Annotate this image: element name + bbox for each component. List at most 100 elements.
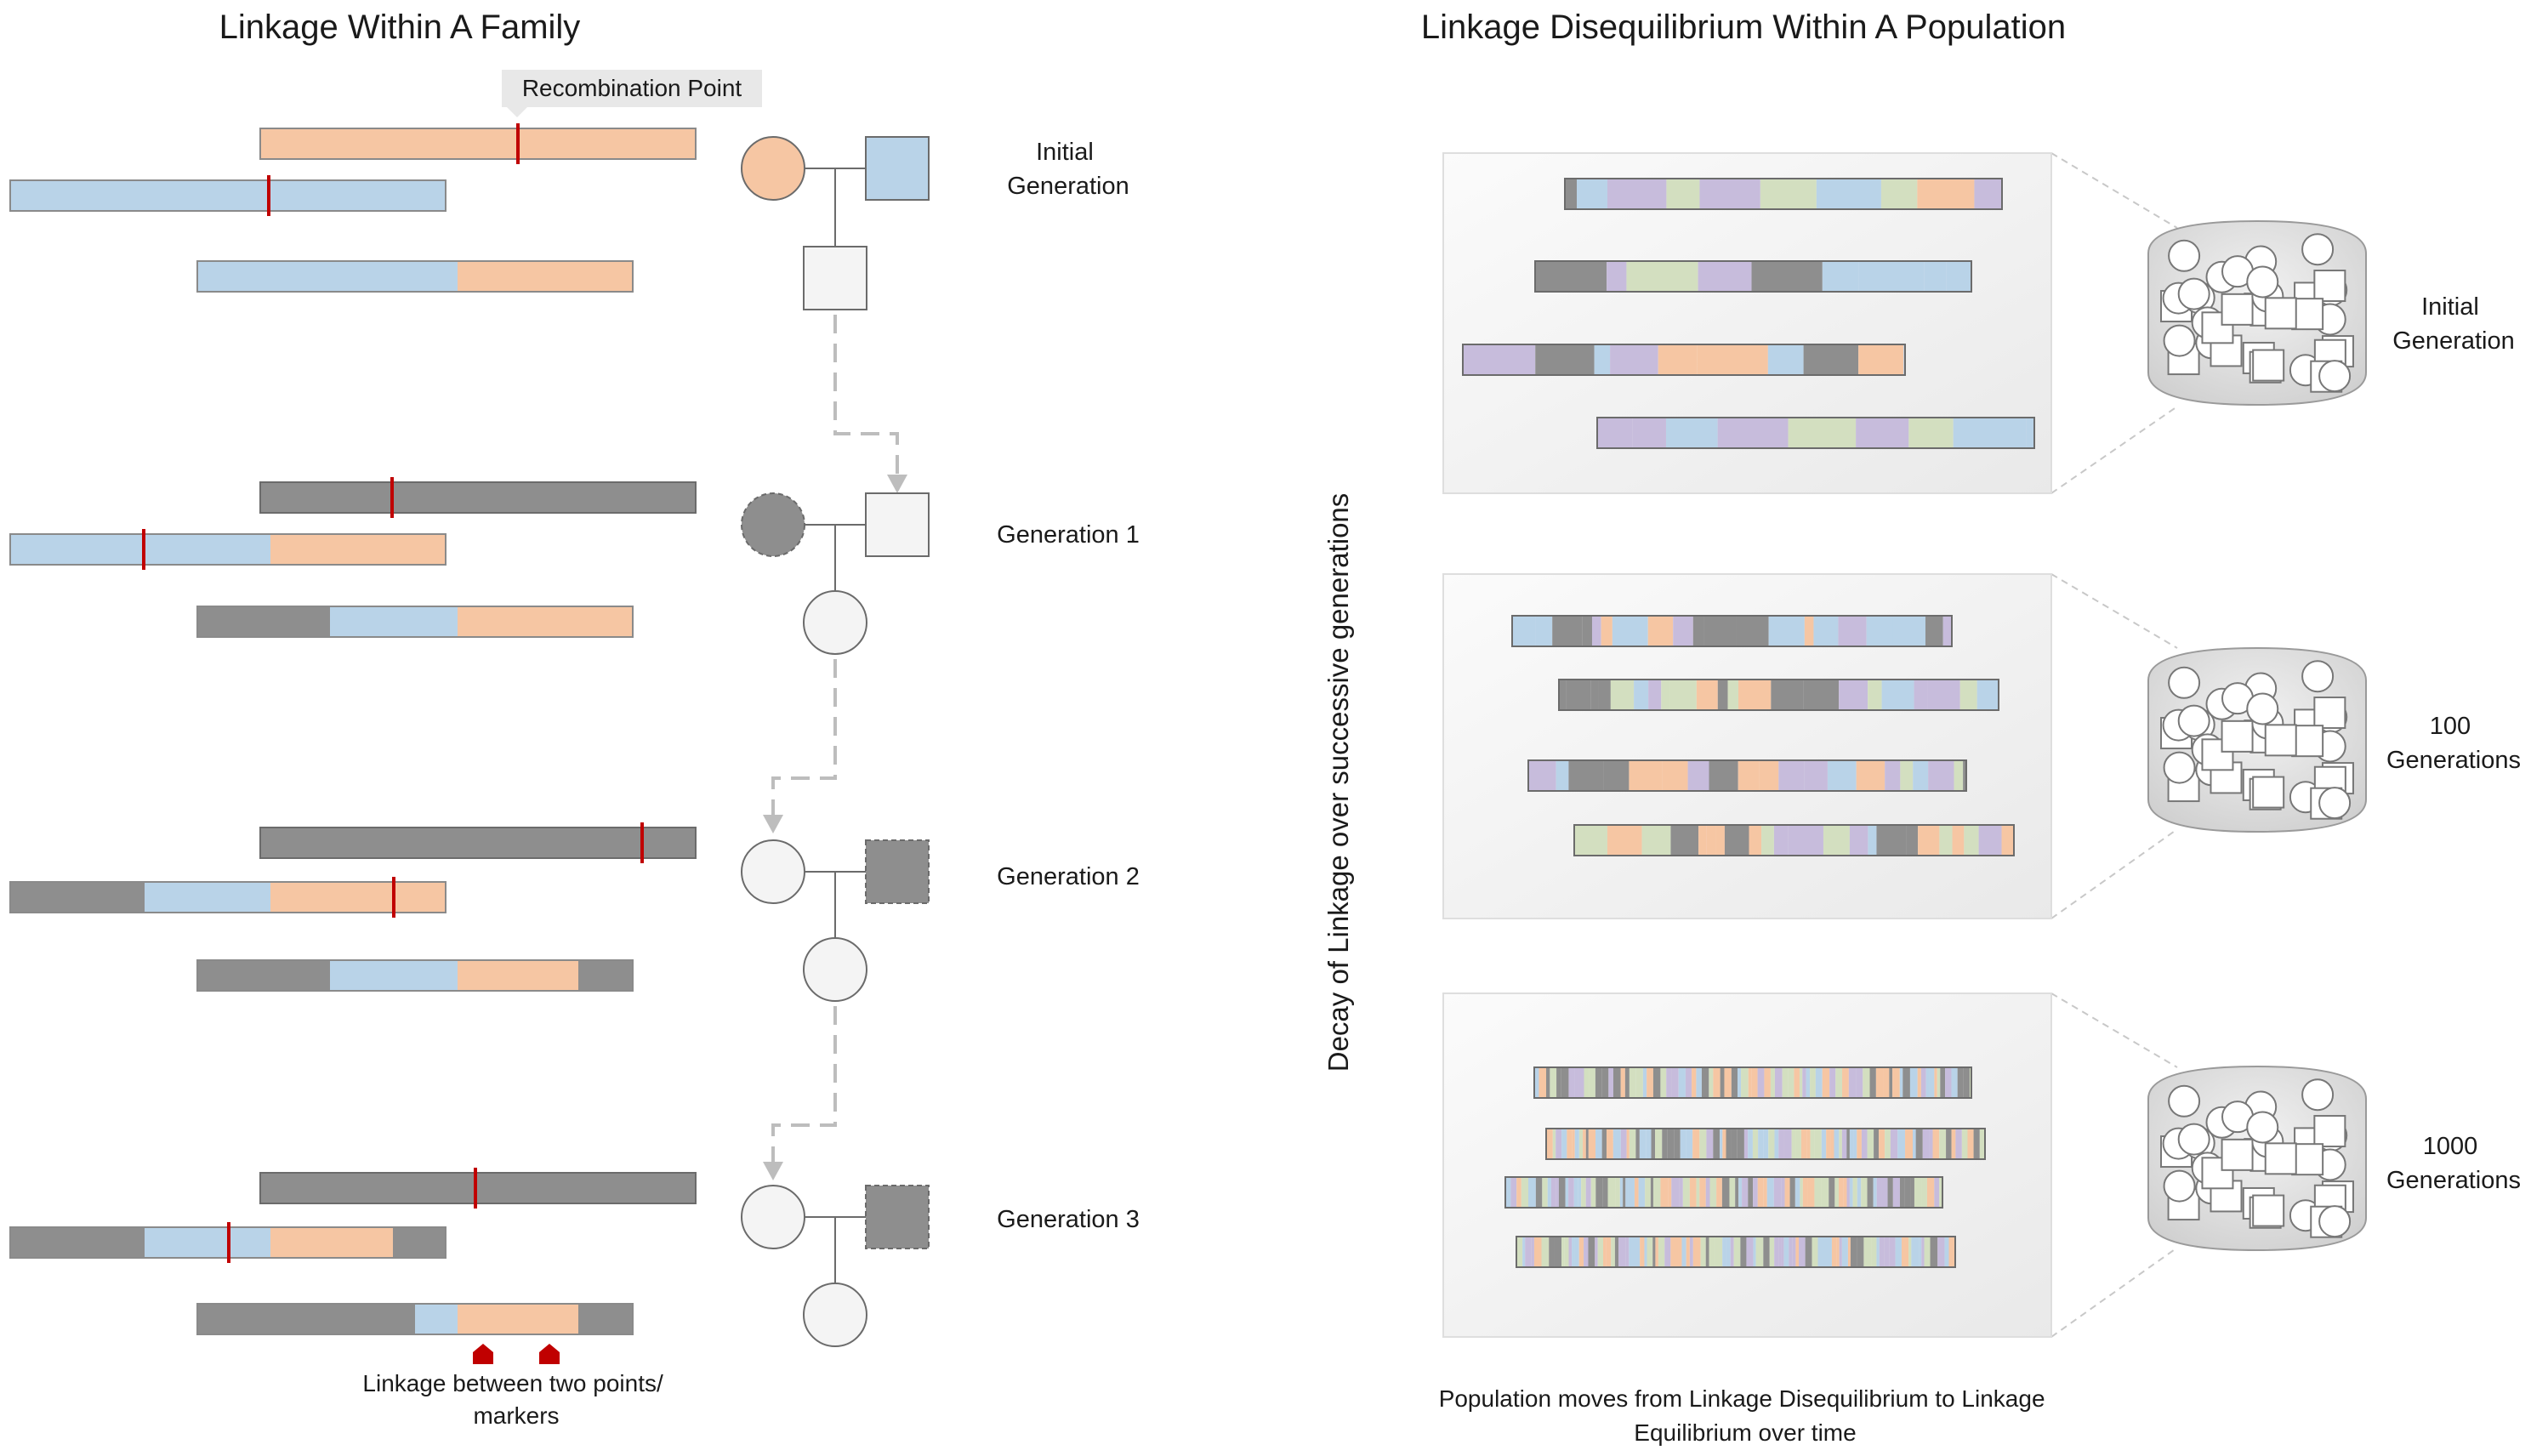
haplotype-strip — [1527, 759, 1967, 792]
male-symbol — [865, 136, 930, 201]
haplotype-strip — [1516, 1236, 1956, 1268]
gen3-chromosomes: Linkage between two points/ markers — [9, 1168, 697, 1429]
generation-label: Initial Generation — [1007, 139, 1129, 200]
family-section: Linkage Within A Family Recombination Po… — [9, 9, 1140, 1429]
female-symbol — [741, 136, 805, 201]
panel-label: Initial Generation — [2392, 293, 2515, 355]
zoom-connectors — [2050, 152, 2178, 1338]
population-drum — [2147, 1065, 2367, 1252]
population-panel-100 — [1442, 573, 2052, 919]
individual-symbol — [2221, 293, 2254, 326]
chromosome-bar — [196, 606, 634, 638]
individual-symbol — [2301, 660, 2335, 693]
marker-arrow-icon — [539, 1344, 560, 1364]
female-symbol — [803, 590, 867, 655]
individual-symbol — [2163, 324, 2196, 357]
individual-symbol — [2246, 265, 2279, 299]
generation-label: Generation 1 — [997, 521, 1140, 549]
population-panel-1000 — [1442, 992, 2052, 1338]
haplotype-strip — [1511, 615, 1953, 647]
inheritance-arrow — [771, 1006, 837, 1163]
individual-symbol — [2264, 724, 2297, 757]
haplotype-strip — [1573, 824, 2015, 856]
chromosome-bar — [9, 533, 446, 566]
initial-chromosomes — [9, 123, 697, 293]
individual-symbol — [2177, 704, 2210, 737]
haplotype-strips — [1511, 615, 2015, 856]
chromosome-bar — [9, 179, 446, 212]
individual-symbol — [2313, 270, 2346, 303]
individual-symbol — [2318, 360, 2352, 393]
haplotype-strip — [1504, 1176, 1943, 1209]
individual-symbol — [2177, 277, 2210, 310]
female-symbol — [741, 1185, 805, 1249]
population-caption: Population moves from Linkage Disequilib… — [1439, 1385, 2052, 1446]
chromosome-bar — [9, 881, 446, 913]
haplotype-strip — [1534, 260, 1972, 293]
individual-symbol — [2168, 239, 2201, 272]
pedigree — [741, 136, 930, 1347]
individual-symbol — [2246, 692, 2279, 725]
male-symbol — [803, 246, 867, 310]
individual-symbol — [2252, 349, 2285, 382]
haplotype-strip — [1533, 1066, 1972, 1099]
individual-symbol — [2313, 697, 2346, 730]
population-section: Linkage Disequilibrium Within A Populati… — [1322, 9, 2521, 1446]
chromosome-bar — [196, 1303, 634, 1335]
haplotype-strips — [1462, 178, 2035, 449]
gen2-chromosomes — [9, 822, 697, 992]
individual-symbol — [2163, 1169, 2196, 1203]
population-panel-initial — [1442, 152, 2052, 494]
individual-symbol — [2246, 1111, 2279, 1144]
haplotype-strip — [1596, 417, 2035, 449]
panel-label: 100 Generations — [2386, 713, 2521, 774]
individual-symbol — [2177, 1123, 2210, 1156]
individual-symbol — [2313, 1115, 2346, 1148]
individual-symbol — [2168, 666, 2201, 699]
gen1-chromosomes — [9, 477, 697, 638]
individual-symbol — [2221, 719, 2254, 753]
inheritance-arrow — [771, 659, 837, 816]
individual-symbol — [2318, 1205, 2352, 1238]
recombination-callout: Recombination Point — [502, 70, 762, 117]
haplotype-strips — [1504, 1066, 1986, 1268]
population-title: Linkage Disequilibrium Within A Populati… — [1421, 9, 2066, 46]
marker-arrow-icon — [473, 1344, 493, 1364]
decay-axis-label: Decay of Linkage over successive generat… — [1322, 493, 1354, 1072]
individual-symbol — [2301, 1078, 2335, 1112]
chromosome-bar — [9, 1226, 446, 1259]
chromosome-bar — [259, 128, 697, 160]
population-drum — [2147, 219, 2367, 407]
individual-symbol — [2291, 298, 2324, 331]
male-symbol — [865, 1185, 930, 1249]
chromosome-bar — [259, 1172, 697, 1204]
male-symbol — [865, 839, 930, 904]
female-symbol — [803, 1283, 867, 1347]
individual-symbol — [2301, 233, 2335, 266]
individual-symbol — [2291, 1143, 2324, 1176]
generation-label: Generation 3 — [997, 1206, 1140, 1233]
haplotype-strip — [1558, 679, 1999, 711]
inheritance-arrow — [833, 315, 899, 483]
chromosome-bar — [259, 827, 697, 859]
chromosome-bar — [196, 959, 634, 992]
haplotype-strip — [1545, 1128, 1986, 1160]
haplotype-strip — [1462, 344, 1906, 376]
individual-symbol — [2163, 751, 2196, 784]
individual-symbol — [2168, 1084, 2201, 1118]
male-symbol — [865, 492, 930, 557]
individual-symbol — [2318, 787, 2352, 820]
individual-symbol — [2252, 776, 2285, 809]
chromosome-bar — [259, 481, 697, 514]
haplotype-strip — [1564, 178, 2003, 210]
recombination-callout-label: Recombination Point — [522, 75, 742, 101]
panel-label: 1000 Generations — [2386, 1133, 2521, 1194]
female-symbol — [741, 839, 805, 904]
female-symbol — [741, 492, 805, 557]
individual-symbol — [2264, 297, 2297, 330]
marker-caption: Linkage between two points/ markers — [362, 1370, 669, 1429]
family-title: Linkage Within A Family — [219, 9, 581, 46]
individual-symbol — [2221, 1138, 2254, 1171]
individual-symbol — [2252, 1194, 2285, 1227]
